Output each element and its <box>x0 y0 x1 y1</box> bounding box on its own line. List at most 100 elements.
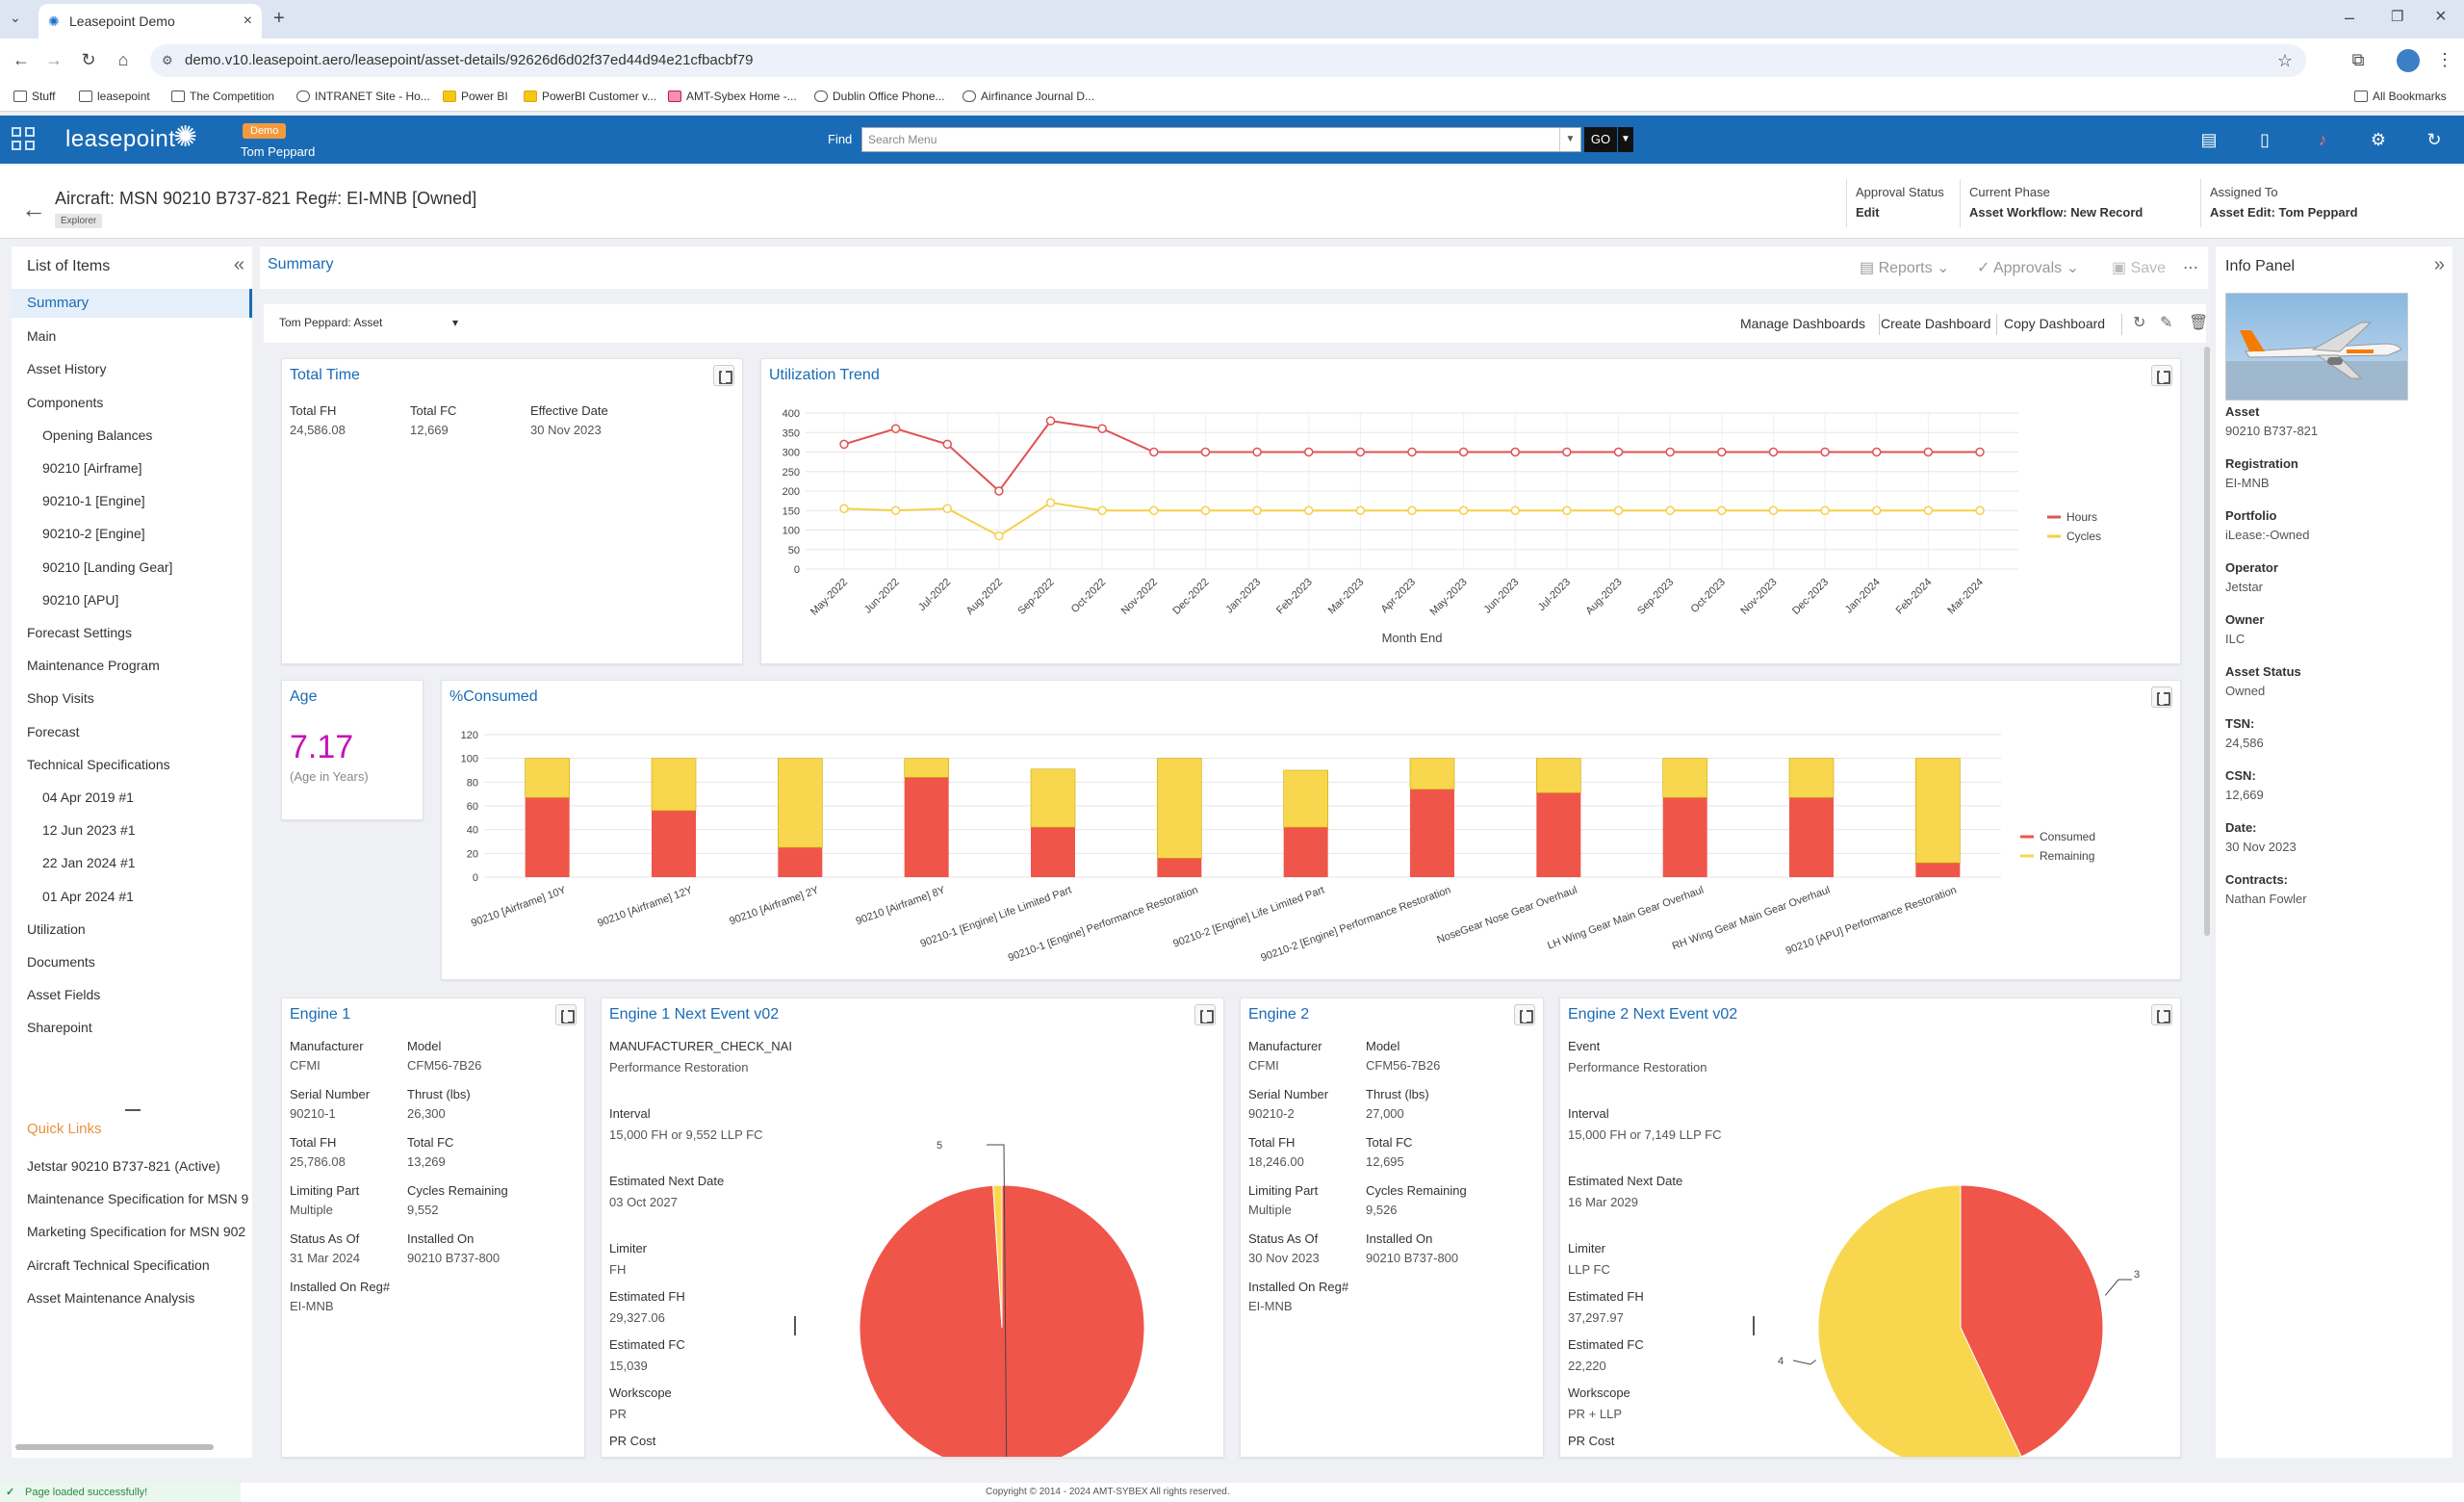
chevron-down-icon[interactable]: ▼ <box>1559 128 1580 151</box>
extensions-icon[interactable]: ⧉ <box>2351 50 2365 69</box>
data-point[interactable] <box>1717 447 1727 457</box>
go-dropdown-icon[interactable]: ▼ <box>1618 127 1633 152</box>
bar-segment[interactable] <box>525 758 570 798</box>
data-point[interactable] <box>1097 505 1107 515</box>
data-point[interactable] <box>890 424 901 433</box>
gear-icon[interactable]: ⚙ <box>2370 130 2387 149</box>
data-point[interactable] <box>1407 505 1417 515</box>
more-options-icon[interactable]: ⋯ <box>2183 260 2198 276</box>
user-name[interactable]: Tom Peppard <box>241 144 316 159</box>
nav-item[interactable]: Main <box>27 328 57 345</box>
nav-item[interactable]: Documents <box>27 954 95 970</box>
dashboard-select[interactable]: Tom Peppard: Asset ▾ <box>279 316 459 329</box>
profile-avatar[interactable] <box>2397 49 2420 72</box>
bar-segment[interactable] <box>1662 758 1707 798</box>
nav-item[interactable]: Forecast <box>27 723 80 739</box>
app-logo[interactable]: leasepoint <box>65 126 176 152</box>
bar-segment[interactable] <box>1283 769 1328 828</box>
data-point[interactable] <box>994 486 1004 496</box>
bar-segment[interactable] <box>1789 797 1834 877</box>
bar-segment[interactable] <box>1410 789 1454 877</box>
data-point[interactable] <box>1149 505 1159 515</box>
data-point[interactable] <box>942 504 953 513</box>
close-window-icon[interactable]: × <box>2435 6 2447 27</box>
bookmark-item[interactable]: AMT-Sybex Home -... <box>668 90 797 103</box>
collapse-panel-icon[interactable]: » <box>2433 254 2445 275</box>
copy-dashboard-button[interactable]: Copy Dashboard <box>2004 316 2106 331</box>
nav-item[interactable]: Forecast Settings <box>27 625 132 640</box>
data-point[interactable] <box>1458 505 1469 515</box>
restore-icon[interactable]: ❐ <box>2391 9 2404 25</box>
data-point[interactable] <box>1613 505 1624 515</box>
new-tab-button[interactable]: + <box>273 8 285 29</box>
data-point[interactable] <box>1613 447 1624 457</box>
quick-link[interactable]: Jetstar 90210 B737-821 (Active) <box>27 1158 220 1174</box>
app-launcher-grid-icon[interactable] <box>12 127 37 152</box>
reload-icon[interactable]: ↻ <box>81 50 96 69</box>
nav-item[interactable]: 22 Jan 2024 #1 <box>42 855 136 871</box>
expand-icon[interactable] <box>555 1004 577 1025</box>
nav-item[interactable]: 04 Apr 2019 #1 <box>42 790 134 805</box>
quick-link[interactable]: Aircraft Technical Specification <box>27 1256 210 1273</box>
quick-link[interactable]: Asset Maintenance Analysis <box>27 1289 195 1306</box>
create-dashboard-button[interactable]: Create Dashboard <box>1881 316 1991 331</box>
minimize-icon[interactable]: – <box>2345 8 2355 27</box>
data-point[interactable] <box>1097 424 1107 433</box>
data-point[interactable] <box>839 439 849 450</box>
logout-icon[interactable]: ↻ <box>2426 130 2442 149</box>
notifications-bell-icon[interactable]: ♪ <box>2318 130 2327 149</box>
nav-item[interactable]: Utilization <box>27 920 86 937</box>
resize-handle[interactable] <box>1753 1316 1755 1335</box>
nav-item[interactable]: 90210 [Landing Gear] <box>42 558 173 575</box>
pie-slice[interactable] <box>992 1184 1003 1329</box>
bookmark-item[interactable]: Power BI <box>443 90 508 103</box>
data-point[interactable] <box>1562 505 1572 515</box>
refresh-icon[interactable]: ↻ <box>2133 315 2146 331</box>
data-point[interactable] <box>1665 505 1675 515</box>
data-point[interactable] <box>1975 447 1985 457</box>
bar-segment[interactable] <box>904 777 949 877</box>
document-icon[interactable]: ▯ <box>2260 130 2270 149</box>
data-point[interactable] <box>1871 447 1882 457</box>
bar-segment[interactable] <box>1409 758 1455 790</box>
data-point[interactable] <box>942 439 953 450</box>
bookmark-item[interactable]: Dublin Office Phone... <box>814 90 945 103</box>
bar-segment[interactable] <box>778 847 823 877</box>
quick-link[interactable]: Marketing Specification for MSN 902 <box>27 1224 246 1240</box>
bookmark-star-icon[interactable]: ☆ <box>2276 51 2293 70</box>
browser-tab[interactable]: ✺ Leasepoint Demo × <box>38 4 262 39</box>
data-point[interactable] <box>1871 505 1882 515</box>
close-tab-icon[interactable]: × <box>243 13 252 29</box>
expand-icon[interactable] <box>2151 686 2172 708</box>
data-point[interactable] <box>1665 447 1675 457</box>
main-vertical-scrollbar[interactable] <box>2204 347 2210 936</box>
data-point[interactable] <box>1820 447 1830 457</box>
search-menu-input[interactable]: Search Menu ▼ <box>861 127 1581 152</box>
pie-slice[interactable] <box>859 1184 1145 1458</box>
collapse-panel-icon[interactable]: « <box>233 254 244 275</box>
nav-item[interactable]: Summary <box>12 289 252 318</box>
data-point[interactable] <box>1923 447 1934 457</box>
bar-segment[interactable] <box>1915 863 1961 877</box>
data-point[interactable] <box>1200 505 1211 515</box>
data-point[interactable] <box>1768 447 1779 457</box>
bar-segment[interactable] <box>778 758 823 848</box>
nav-item[interactable]: Sharepoint <box>27 1020 92 1036</box>
save-button[interactable]: ▣ Save <box>2112 260 2167 276</box>
home-icon[interactable]: ⌂ <box>117 50 129 69</box>
data-point[interactable] <box>1045 498 1056 507</box>
bar-segment[interactable] <box>1536 758 1581 793</box>
expand-icon[interactable] <box>1194 1004 1216 1025</box>
site-info-icon[interactable]: ⚙ <box>162 53 173 67</box>
bar-segment[interactable] <box>525 797 570 877</box>
resize-handle[interactable] <box>125 1109 141 1111</box>
expand-icon[interactable] <box>2151 365 2172 386</box>
go-button[interactable]: GO <box>1584 127 1617 152</box>
bar-segment[interactable] <box>1662 797 1707 877</box>
nav-item[interactable]: 90210-1 [Engine] <box>42 493 145 509</box>
expand-icon[interactable] <box>1514 1004 1535 1025</box>
data-point[interactable] <box>1923 505 1934 515</box>
bar-segment[interactable] <box>1915 758 1961 864</box>
nav-item[interactable]: 12 Jun 2023 #1 <box>42 822 136 839</box>
calculator-icon[interactable]: ▤ <box>2200 130 2218 149</box>
